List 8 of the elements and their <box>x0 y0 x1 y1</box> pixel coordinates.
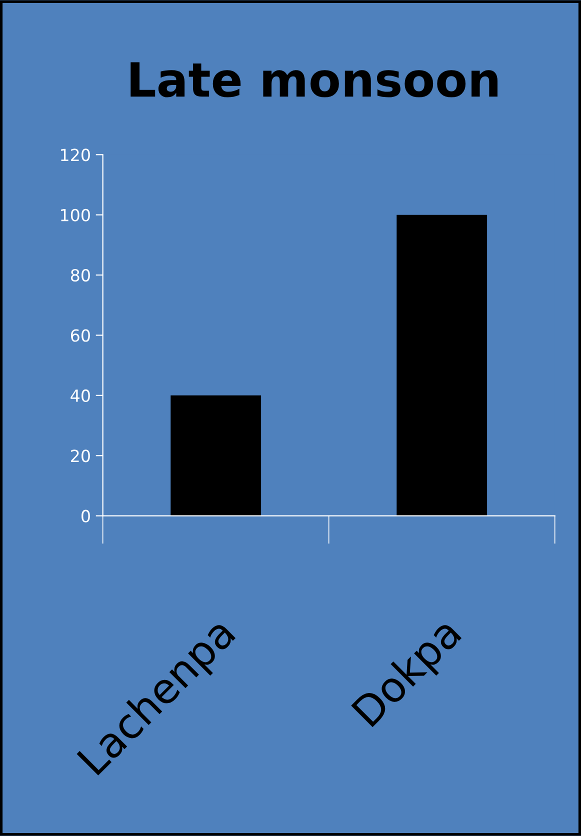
chart-title: Late monsoon <box>130 62 498 98</box>
y-tick-label: 40 <box>70 389 90 402</box>
y-tick-label: 20 <box>71 450 90 462</box>
y-tick-label: 60 <box>70 329 90 342</box>
y-tick-label: 100 <box>61 208 90 222</box>
y-tick-label: 120 <box>61 148 90 162</box>
y-tick-label: 80 <box>70 269 90 282</box>
y-tick-label: 0 <box>82 510 90 522</box>
